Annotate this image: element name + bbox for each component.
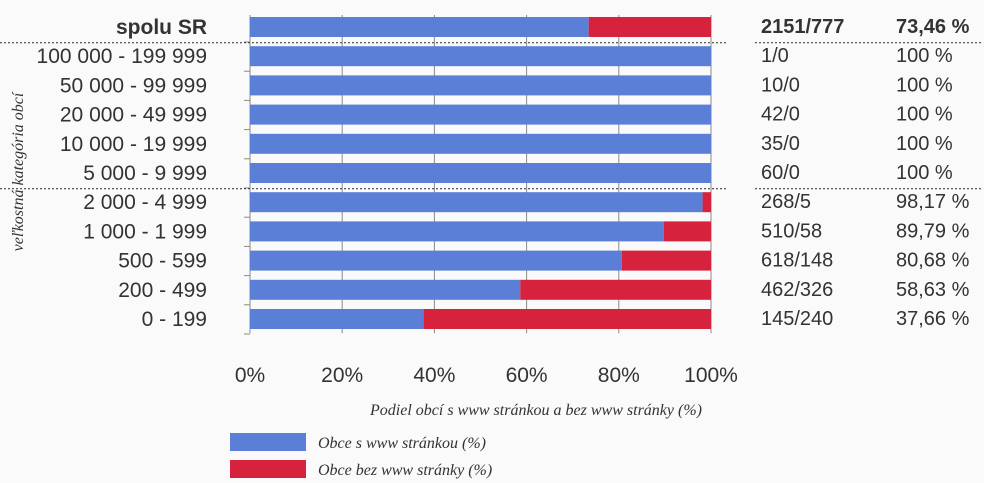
category-labels: spolu SR 100 000 - 199 999 50 000 - 99 999… [37,16,207,331]
x-tick-label: 20% [321,364,363,387]
percent-label: 100 % [896,104,953,126]
bar-without-website [520,279,711,300]
x-tick-labels: 0% 20% 40% 60% 80% 100% [235,364,738,387]
bar-with-website [250,17,589,37]
bar-with-website [250,309,424,329]
count-label: 42/0 [761,104,800,126]
category-label: 1 000 - 1 999 [83,220,207,243]
category-label: spolu SR [116,16,207,39]
bar-with-website [250,221,664,242]
category-label: 200 - 499 [118,279,207,302]
x-tick-label: 0% [235,364,265,387]
count-labels: 2151/777 1/0 10/0 42/0 35/0 60/0 268/5 510/58 61… [761,16,844,330]
category-label: 2 000 - 4 999 [83,191,207,214]
category-label: 50 000 - 99 999 [60,74,207,97]
legend: Obce s www stránkou (%) Obce bez www str… [230,433,492,479]
bar-with-website [250,192,703,213]
percent-label: 58,63 % [896,279,970,301]
bar-without-website [702,192,711,213]
legend-label-without-website: Obce bez www stránky (%) [318,462,492,479]
bars [250,17,711,329]
percent-label: 100 % [896,45,953,67]
bar-without-website [621,250,711,271]
legend-swatch-without-website [230,460,306,478]
bar-with-website [250,46,711,67]
count-label: 10/0 [761,74,800,96]
percent-label: 100 % [896,74,953,96]
bar-with-website [250,133,711,154]
count-label: 1/0 [761,45,789,67]
y-axis-title: veľkostná kategória obcí [10,91,27,251]
bar-with-website [250,250,622,271]
category-label: 0 - 199 [142,308,207,331]
x-axis-title: Podiel obcí s www stránkou a bez www str… [369,402,702,419]
percent-label: 73,46 % [896,16,970,38]
count-label: 462/326 [761,279,833,301]
percent-labels: 73,46 % 100 % 100 % 100 % 100 % 100 % 98,17 % 8… [896,16,970,330]
percent-label: 80,68 % [896,250,970,272]
legend-label-with-website: Obce s www stránkou (%) [318,435,486,452]
count-label: 2151/777 [761,16,844,38]
bar-with-website [250,104,711,125]
x-tick-label: 60% [506,364,548,387]
category-label: 100 000 - 199 999 [37,45,207,68]
category-label: 500 - 599 [118,250,207,273]
count-label: 510/58 [761,220,822,242]
legend-swatch-with-website [230,433,306,451]
bar-with-website [250,75,711,96]
percent-label: 98,17 % [896,191,970,213]
bar-without-website [663,221,711,242]
count-label: 35/0 [761,133,800,155]
percent-label: 89,79 % [896,220,970,242]
separators [0,42,983,190]
bar-with-website [250,163,711,183]
x-tick-label: 40% [413,364,455,387]
count-label: 60/0 [761,162,800,184]
percent-label: 100 % [896,133,953,155]
count-label: 268/5 [761,191,811,213]
bar-with-website [250,279,521,300]
count-label: 145/240 [761,308,833,330]
bar-without-website [423,309,711,329]
count-label: 618/148 [761,250,833,272]
percent-label: 37,66 % [896,308,970,330]
category-label: 5 000 - 9 999 [83,162,207,185]
x-tick-label: 80% [598,364,640,387]
category-label: 10 000 - 19 999 [60,133,207,156]
percent-label: 100 % [896,162,953,184]
x-tick-label: 100% [684,364,738,387]
bar-without-website [588,17,711,37]
category-label: 20 000 - 49 999 [60,104,207,127]
